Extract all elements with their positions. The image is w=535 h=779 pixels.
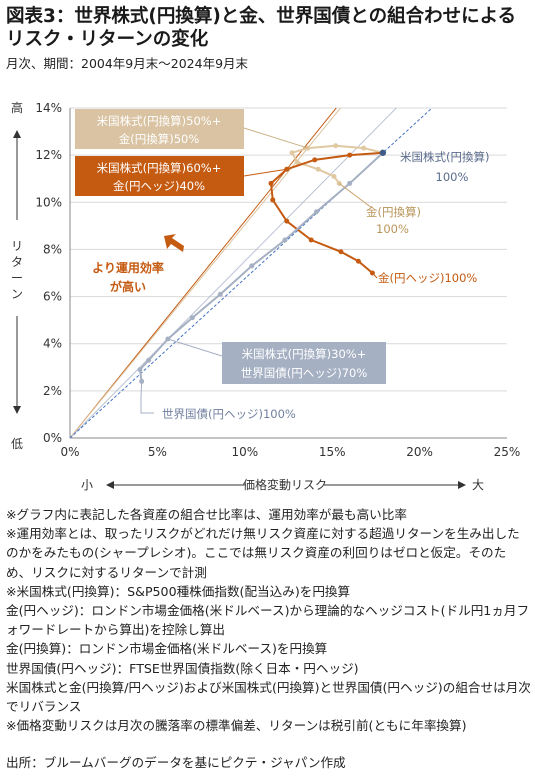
mix-bond-box-text: 世界国債(円ヘッジ)70%: [241, 366, 368, 380]
frontier-line: [70, 108, 433, 438]
data-point: [268, 180, 274, 186]
bond-label: 世界国債(円ヘッジ)100%: [162, 407, 296, 421]
mix-bond-box-text: 米国株式(円換算)30%+: [242, 347, 367, 361]
footnote: 世界国債(円ヘッジ)：FTSE世界国債指数(除く日本・円ヘッジ): [6, 660, 359, 676]
y-axis-low-label: 低: [11, 437, 23, 451]
y-axis-high-label: 高: [11, 100, 23, 115]
data-point: [289, 150, 295, 156]
leader-line: [140, 381, 154, 414]
us-stock-label: 100%: [436, 170, 469, 184]
y-tick-label: 6%: [43, 290, 62, 304]
data-point: [294, 159, 300, 165]
y-tick-label: 2%: [43, 384, 62, 398]
mix-gold-yen-box: [75, 109, 244, 149]
leader-line: [338, 183, 373, 209]
gold-yen-label: 100%: [376, 222, 409, 236]
data-point: [355, 258, 361, 264]
data-point: [312, 157, 318, 163]
x-tick-label: 10%: [231, 445, 258, 459]
data-point: [338, 249, 344, 255]
us-stock-label: 米国株式(円換算): [400, 150, 489, 164]
y-tick-label: 8%: [43, 242, 62, 256]
efficiency-arrow-icon: [164, 234, 184, 252]
data-point: [217, 291, 223, 297]
data-point: [308, 237, 314, 243]
data-point: [137, 367, 143, 373]
y-tick-label: 4%: [43, 337, 62, 351]
x-tick-label: 20%: [406, 445, 433, 459]
leader-line: [243, 127, 308, 149]
data-point: [249, 263, 255, 269]
x-axis-small-label: 小: [81, 478, 93, 492]
x-axis-label: 価格変動リスク: [243, 477, 327, 492]
y-tick-label: 0%: [43, 431, 62, 445]
data-point: [284, 166, 290, 172]
gold-hedge-label: 金(円ヘッジ)100%: [378, 271, 477, 285]
x-tick-label: 5%: [148, 445, 167, 459]
footnote: ※価格変動リスクは月次の騰落率の標準偏差、リターンは税引前(ともに年率換算): [6, 718, 467, 734]
efficiency-label: より運用効率: [92, 260, 164, 275]
data-point: [347, 152, 353, 158]
gold-yen-label: 金(円換算): [366, 205, 421, 219]
data-point: [189, 315, 195, 321]
frontier-line: [70, 108, 337, 438]
footnotes: ※グラフ内に表記した各資産の組合せ比率は、運用効率が最も高い比率 ※運用効率とは…: [6, 505, 531, 735]
frontier-line: [70, 108, 342, 438]
data-point: [333, 143, 339, 149]
data-point: [313, 209, 319, 215]
mix-gold-yen-box-text: 米国株式(円換算)50%+: [97, 114, 222, 128]
risk-return-chart: 0% 2% 4% 6% 8% 10% 12% 14% 0% 5% 10% 15% 20% 25% 小 価格変動…: [11, 100, 521, 492]
data-point: [315, 166, 321, 172]
data-point: [270, 197, 276, 203]
y-tick-label: 12%: [35, 148, 62, 162]
mix-bond-box: [222, 342, 386, 384]
mix-gold-hedge-box: [75, 156, 244, 196]
mix-gold-hedge-box-text: 米国株式(円換算)60%+: [97, 161, 222, 175]
footnote: 金(円換算)：ロンドン市場金価格(米ドルベース)を円換算: [6, 641, 328, 657]
x-axis-large-label: 大: [472, 478, 484, 492]
data-point: [284, 218, 290, 224]
x-tick-label: 0%: [60, 445, 79, 459]
data-point: [331, 173, 337, 179]
footnote: 金(円ヘッジ)：ロンドン市場金価格(米ドルベース)から理論的なヘッジコスト(ドル…: [6, 603, 530, 638]
leader-line: [243, 168, 287, 177]
y-tick-label: 10%: [35, 195, 62, 209]
y-axis-label: リターン: [11, 239, 23, 301]
leader-line: [167, 338, 223, 357]
page-title: 図表3：世界株式(円換算)と金、世界国債との組合わせによるリスク・リターンの変化: [6, 6, 517, 50]
x-tick-label: 25%: [494, 445, 521, 459]
y-tick-label: 14%: [35, 101, 62, 115]
efficiency-label: が高い: [110, 279, 146, 294]
data-point: [282, 237, 288, 243]
footnote: 米国株式と金(円換算/円ヘッジ)および米国株式(円換算)と世界国債(円ヘッジ)の…: [6, 679, 531, 715]
footnote: ※米国株式(円換算)：S&P500種株価指数(配当込み)を円換算: [6, 583, 351, 599]
data-point: [146, 357, 152, 363]
page-subtitle: 月次、期間：2004年9月末～2024年9月末: [6, 56, 249, 71]
mix-gold-hedge-box-text: 金(円ヘッジ)40%: [113, 179, 205, 193]
x-tick-label: 15%: [319, 445, 346, 459]
data-point: [361, 145, 367, 151]
source-note: 出所：ブルームバーグのデータを基にピクテ・ジャパン作成: [6, 755, 346, 770]
frontier-line: [70, 108, 397, 438]
footnote: ※運用効率とは、取ったリスクがどれだけ無リスク資産に対する超過リターンを生み出し…: [6, 526, 520, 580]
data-point: [347, 180, 353, 186]
footnote: ※グラフ内に表記した各資産の組合せ比率は、運用効率が最も高い比率: [6, 507, 407, 522]
leader-line: [372, 272, 378, 279]
us-stock-point: [379, 149, 387, 156]
mix-gold-yen-box-text: 金(円換算)50%: [119, 132, 200, 146]
